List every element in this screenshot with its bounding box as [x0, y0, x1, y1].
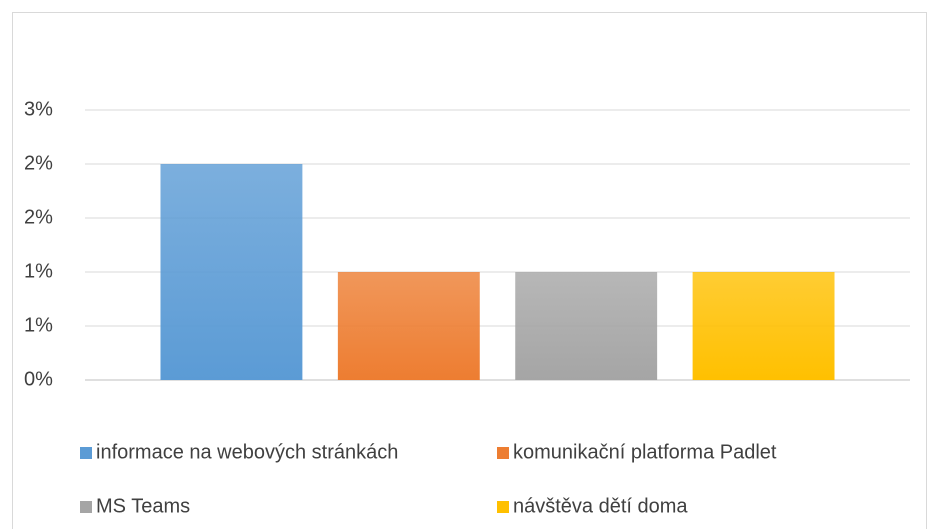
- bar: [692, 272, 835, 380]
- bar: [160, 164, 303, 380]
- legend-label: MS Teams: [96, 495, 190, 517]
- legend-label: komunikační platforma Padlet: [513, 441, 777, 463]
- legend-swatch: [80, 447, 92, 459]
- y-tick-label: 2%: [24, 152, 53, 174]
- legend-swatch: [497, 447, 509, 459]
- y-tick-label: 2%: [24, 206, 53, 228]
- y-tick-label: 1%: [24, 260, 53, 282]
- legend-label: návštěva dětí doma: [513, 495, 688, 517]
- bar: [337, 272, 480, 380]
- legend-swatch: [497, 501, 509, 513]
- bar: [515, 272, 658, 380]
- y-tick-label: 3%: [24, 98, 53, 120]
- y-tick-label: 0%: [24, 368, 53, 390]
- legend-label: informace na webových stránkách: [96, 441, 398, 463]
- y-tick-label: 1%: [24, 314, 53, 336]
- legend-swatch: [80, 501, 92, 513]
